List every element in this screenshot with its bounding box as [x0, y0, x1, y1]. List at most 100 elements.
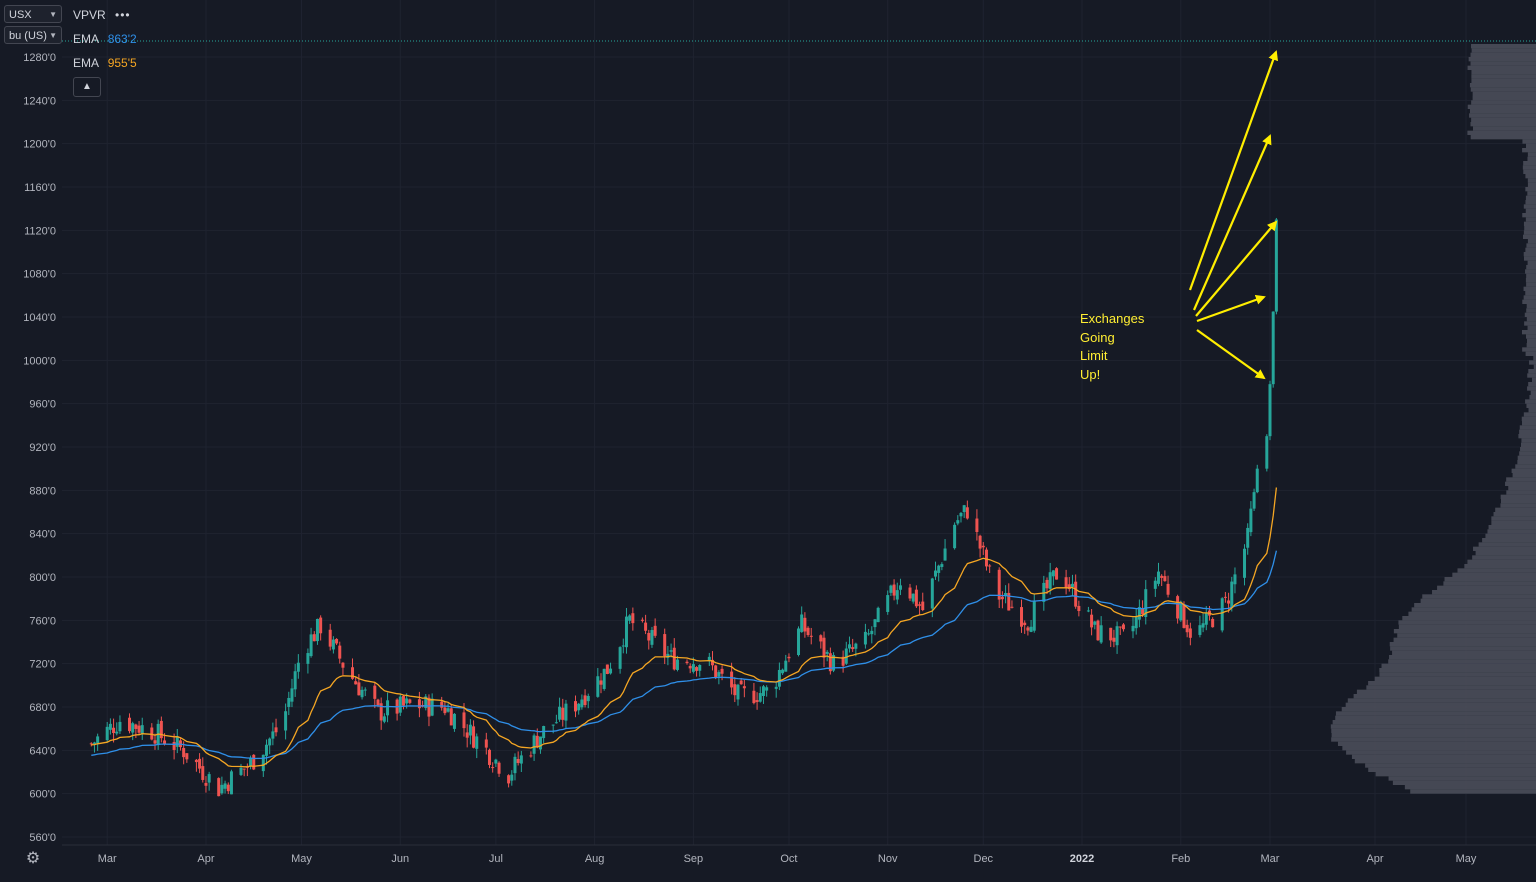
candle-body — [577, 703, 581, 711]
candle-body — [921, 601, 925, 611]
candle-body — [271, 731, 275, 739]
volume-profile-bar — [1529, 360, 1536, 365]
candle-body — [386, 700, 390, 716]
candle-body — [685, 661, 689, 664]
volume-profile-bar — [1531, 377, 1536, 382]
candle-body — [363, 689, 367, 691]
candle-body — [898, 585, 902, 590]
x-tick-label: Apr — [197, 853, 214, 865]
candle-body — [1093, 621, 1097, 625]
volume-profile-bar — [1527, 191, 1536, 196]
volume-profile-bar — [1491, 520, 1536, 525]
candle-body — [1109, 627, 1113, 641]
volume-profile-bar — [1526, 243, 1536, 248]
volume-profile-bar — [1493, 512, 1536, 517]
volume-profile-bar — [1341, 707, 1536, 712]
candle-body — [640, 619, 644, 621]
price-axis-panel[interactable]: 560'0 600'0 640'0 680'0 720'0 760'0 800'0 840'0… — [0, 0, 62, 882]
candle-body — [1029, 626, 1033, 632]
candle-body — [609, 668, 613, 674]
candle-body — [978, 535, 982, 549]
legend-ema-slow[interactable]: EMA 863'2 — [73, 32, 137, 46]
time-axis[interactable]: Mar Apr May Jun Jul Aug Sep Oct Nov Dec 2022 Feb Mar… — [98, 853, 1477, 865]
price-axis[interactable]: 560'0 600'0 640'0 680'0 720'0 760'0 800'0 840'0… — [0, 0, 62, 882]
candle-body — [1223, 596, 1227, 598]
volume-profile-bar — [1525, 399, 1536, 404]
candle-body — [354, 681, 358, 685]
volume-profile-bar — [1525, 195, 1536, 200]
volume-profile-bar — [1488, 525, 1536, 530]
volume-profile-bar — [1389, 642, 1536, 647]
more-options-icon[interactable]: ••• — [115, 8, 131, 22]
candle-body — [943, 548, 947, 561]
candle-body — [959, 512, 963, 517]
legend-collapse-button[interactable]: ▲ — [73, 77, 101, 97]
candle-body — [911, 593, 915, 602]
y-tick-label: 960'0 — [29, 399, 56, 411]
candle-body — [644, 622, 648, 631]
volume-profile-bar — [1523, 169, 1536, 174]
candle-body — [1007, 592, 1011, 611]
volume-profile-bar — [1353, 694, 1536, 699]
candle-body — [163, 740, 167, 745]
volume-profile-bar — [1522, 165, 1536, 170]
volume-profile-bar — [1331, 733, 1536, 738]
candle-body — [720, 668, 724, 674]
candle-body — [507, 775, 511, 784]
candle-body — [710, 659, 714, 666]
candle-body — [806, 627, 810, 636]
volume-profile-bar — [1346, 750, 1536, 755]
candle-body — [1045, 579, 1049, 589]
volume-profile-bar — [1519, 451, 1536, 456]
y-tick-label: 680'0 — [29, 702, 56, 714]
candle-body — [596, 676, 600, 697]
candle-body — [1201, 623, 1205, 628]
candle-body — [602, 668, 606, 689]
volume-profile-bar — [1470, 52, 1536, 57]
gear-icon[interactable]: ⚙ — [25, 850, 41, 867]
volume-profile-bar — [1368, 767, 1536, 772]
volume-profile-bar — [1500, 503, 1536, 508]
candle-body — [1274, 219, 1278, 312]
volume-profile-bar — [1469, 113, 1536, 118]
volume-profile-bar — [1525, 278, 1536, 283]
candle-body — [1000, 596, 1004, 600]
volume-profile-bar — [1356, 689, 1536, 694]
legend-ema-fast[interactable]: EMA 955'5 — [73, 56, 137, 70]
annotation-line: Going — [1080, 329, 1115, 345]
y-tick-label: 880'0 — [29, 485, 56, 497]
volume-profile-bar — [1478, 542, 1536, 547]
candle-body — [484, 739, 488, 748]
legend-vpvr[interactable]: VPVR ••• — [73, 8, 131, 22]
volume-profile-bar — [1467, 559, 1536, 564]
volume-profile-bar — [1523, 161, 1536, 166]
volume-profile-bar — [1525, 217, 1536, 222]
volume-profile-bar — [1471, 78, 1536, 83]
unit-select[interactable]: bu (US) ▼ — [4, 26, 62, 44]
candle-body — [379, 703, 383, 721]
candle-body — [128, 717, 132, 732]
volume-profile-bar — [1528, 382, 1536, 387]
volume-profile-bar — [1392, 780, 1536, 785]
volume-profile-bar — [1527, 239, 1536, 244]
candle-body — [583, 695, 587, 706]
candle-body — [290, 688, 294, 702]
symbol-select[interactable]: USX ▼ — [4, 5, 62, 23]
candle-body — [513, 756, 517, 774]
volume-profile — [1330, 44, 1536, 794]
candle-body — [1051, 570, 1055, 577]
candle-body — [975, 518, 979, 533]
indicator-name: VPVR — [73, 8, 106, 22]
candle-body — [1055, 568, 1059, 580]
volume-profile-bar — [1482, 538, 1536, 543]
y-tick-label: 1280'0 — [23, 52, 56, 64]
volume-profile-bar — [1408, 611, 1536, 616]
volume-profile-bar — [1511, 468, 1536, 473]
volume-profile-bar — [1467, 65, 1536, 70]
candle-body — [647, 632, 651, 641]
x-tick-label: Mar — [98, 853, 117, 865]
candle-body — [140, 725, 144, 734]
indicator-value: 863'2 — [107, 32, 137, 46]
volume-profile-bar — [1519, 425, 1536, 430]
